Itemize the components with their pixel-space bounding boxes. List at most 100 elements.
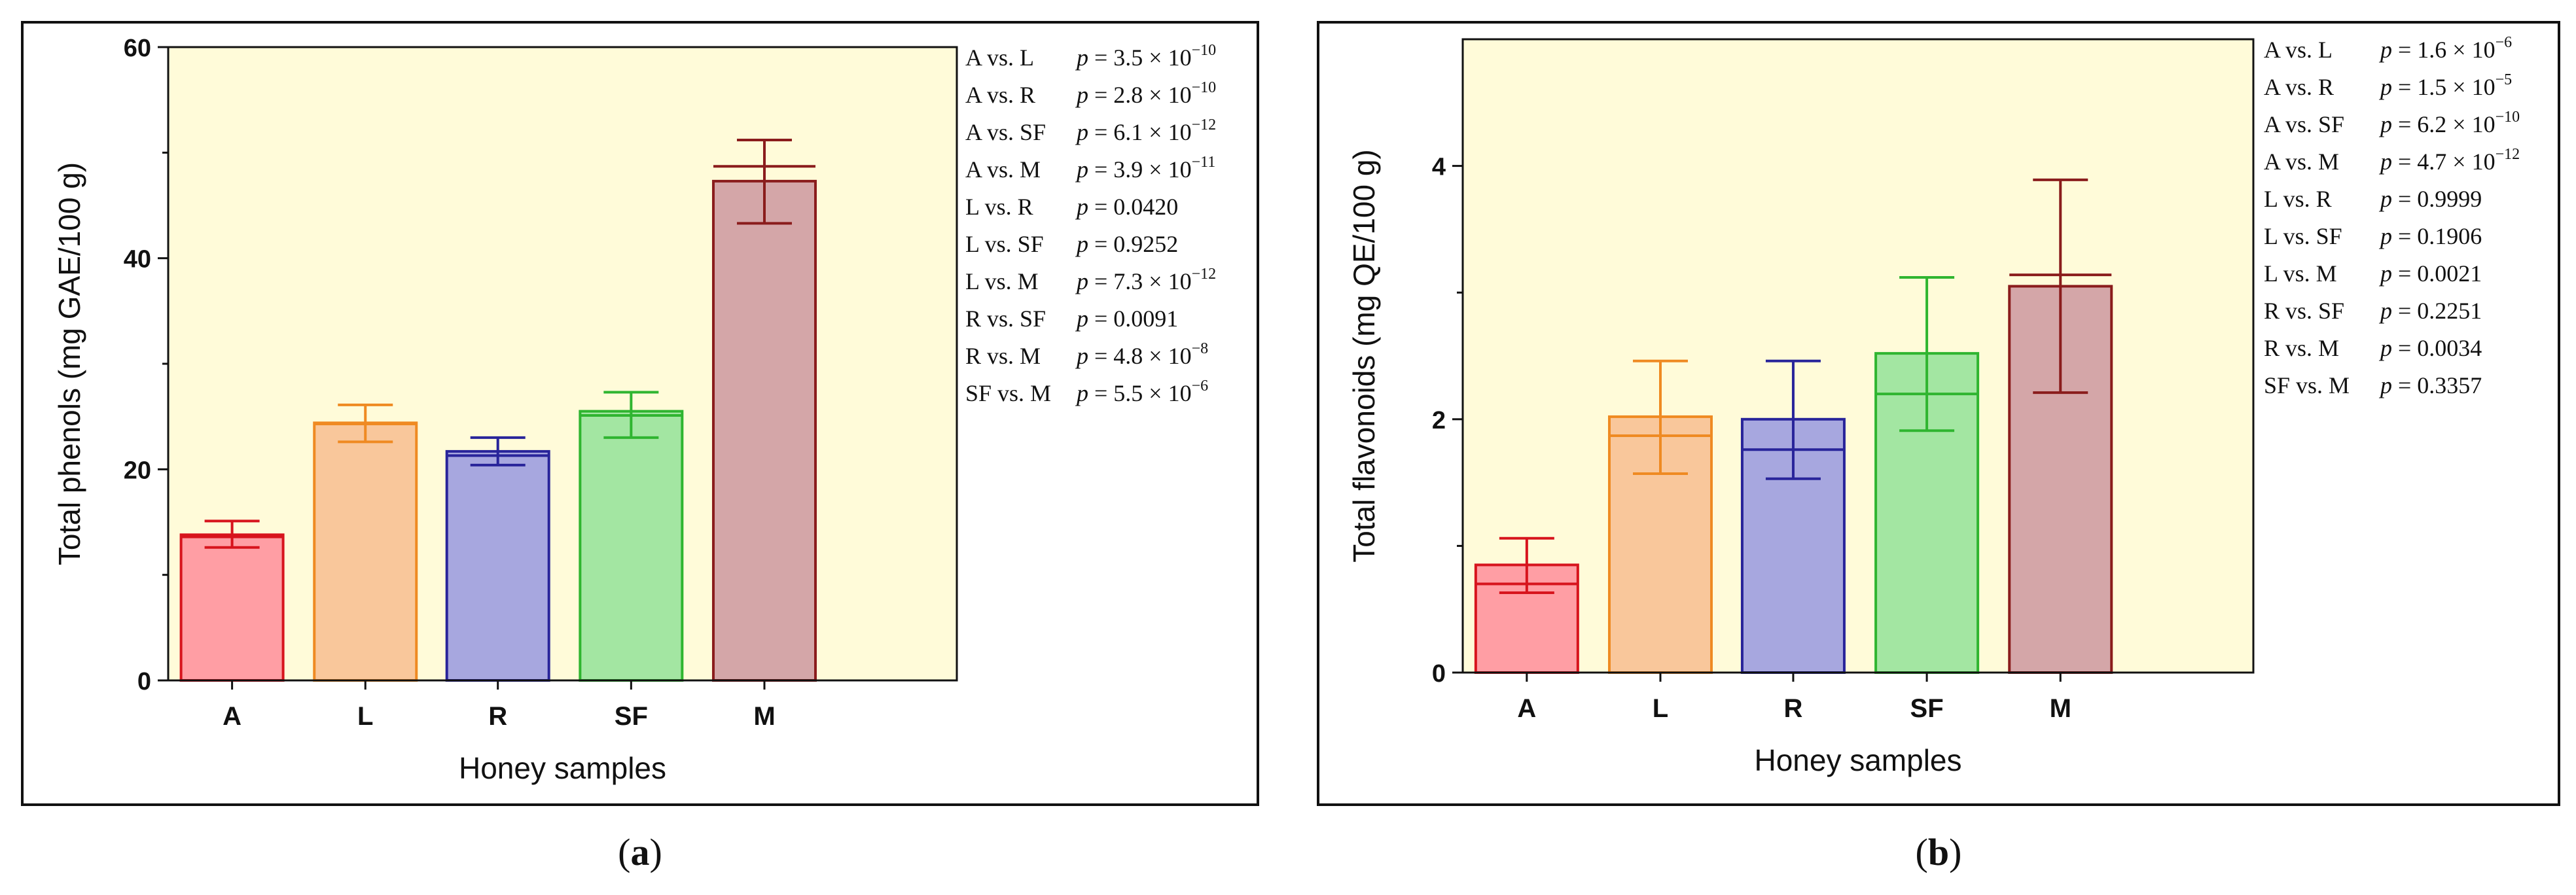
comparison-p-value: p = 0.0420	[1075, 194, 1178, 220]
panel-label-close: )	[1949, 831, 1961, 873]
comparison-pair: L vs. M	[965, 268, 1039, 294]
comparison-p-value: p = 0.1906	[2378, 223, 2482, 249]
comparison-pair: A vs. M	[965, 156, 1041, 183]
p-value-text: = 0.3357	[2392, 372, 2482, 398]
x-tick-label: A	[223, 702, 241, 731]
plot-area	[1463, 39, 2253, 673]
p-symbol: p	[1075, 194, 1088, 220]
comparison-p-value: p = 6.1 × 10−12	[1075, 116, 1216, 145]
comparison-p-value: p = 5.5 × 10−6	[1075, 377, 1208, 406]
comparison-pair: A vs. R	[965, 82, 1035, 108]
p-symbol: p	[1075, 119, 1088, 145]
plot-area	[168, 47, 957, 680]
comparison-p-value: p = 1.6 × 10−6	[2378, 34, 2512, 63]
comparison-pair: R vs. SF	[2264, 298, 2344, 324]
y-axis-label: Total flavonoids (mg QE/100 g)	[1347, 149, 1381, 563]
p-value-text: = 0.0091	[1088, 306, 1178, 332]
comparison-pair: A vs. R	[2264, 74, 2334, 100]
p-value-text: = 0.0021	[2392, 260, 2482, 287]
p-symbol: p	[1075, 306, 1088, 332]
p-value-text: = 2.8 × 10	[1088, 82, 1192, 108]
p-value-text: = 0.0420	[1088, 194, 1178, 220]
p-symbol: p	[1075, 82, 1088, 108]
p-symbol: p	[1075, 156, 1088, 183]
comparison-pair: R vs. M	[965, 343, 1041, 369]
p-value-text: = 4.7 × 10	[2392, 149, 2496, 175]
y-tick-label: 4	[1432, 154, 1446, 181]
x-tick-label: SF	[1910, 694, 1944, 723]
x-tick-label: R	[1783, 694, 1802, 723]
x-tick-label: M	[753, 702, 775, 731]
p-exponent: −11	[1192, 154, 1216, 171]
p-symbol: p	[1075, 343, 1088, 369]
bar-M	[711, 179, 817, 682]
p-symbol: p	[2378, 298, 2392, 324]
y-tick-label: 0	[1432, 660, 1446, 688]
p-exponent: −10	[1192, 42, 1217, 59]
x-axis-label: Honey samples	[1754, 743, 1961, 777]
chart-panel-a: A L R SF M 0 20 40 60 Honey samples Total phenols …	[21, 21, 1259, 873]
y-tick-label: 2	[1432, 407, 1446, 434]
bar-A	[179, 533, 285, 682]
p-value-text: = 0.2251	[2392, 298, 2482, 324]
panel-label: (a)	[618, 831, 662, 873]
comparison-pair: R vs. SF	[965, 306, 1046, 332]
p-value-text: = 6.2 × 10	[2392, 111, 2496, 137]
comparison-pair: A vs. L	[965, 44, 1034, 71]
p-exponent: −6	[1192, 377, 1209, 395]
x-axis-label: Honey samples	[459, 751, 666, 785]
p-symbol: p	[1075, 231, 1088, 257]
x-tick-label: M	[2050, 694, 2071, 723]
comparison-p-value: p = 0.3357	[2378, 372, 2482, 398]
comparison-p-value: p = 0.0091	[1075, 306, 1178, 332]
panel-label-close: )	[650, 831, 662, 873]
x-tick-label: SF	[615, 702, 648, 731]
x-tick-label: R	[488, 702, 507, 731]
p-exponent: −12	[1192, 266, 1217, 283]
panel-label-open: (	[1916, 831, 1928, 873]
p-value-text: = 5.5 × 10	[1088, 380, 1192, 406]
comparison-p-value: p = 0.9999	[2378, 186, 2482, 212]
comparison-pair: A vs. L	[2264, 37, 2333, 63]
comparison-pair: R vs. M	[2264, 335, 2339, 361]
p-symbol: p	[2378, 223, 2392, 249]
comparison-p-value: p = 1.5 × 10−5	[2378, 71, 2512, 100]
comparison-p-value: p = 3.9 × 10−11	[1075, 154, 1215, 183]
p-exponent: −5	[2496, 71, 2513, 88]
p-value-text: = 1.5 × 10	[2392, 74, 2496, 100]
comparison-p-value: p = 3.5 × 10−10	[1075, 42, 1216, 71]
p-value-text: = 0.9252	[1088, 231, 1178, 257]
p-symbol: p	[2378, 260, 2392, 287]
p-exponent: −8	[1192, 340, 1209, 357]
x-tick-label: A	[1517, 694, 1536, 723]
bar-L	[313, 421, 418, 682]
p-value-text: = 0.1906	[2392, 223, 2482, 249]
comparison-pair: SF vs. M	[2264, 372, 2350, 398]
comparison-pair: L vs. R	[2264, 186, 2332, 212]
comparison-pair: SF vs. M	[965, 380, 1051, 406]
comparison-pair: A vs. SF	[2264, 111, 2344, 137]
y-tick-label: 20	[124, 457, 151, 484]
p-exponent: −10	[2496, 109, 2520, 126]
p-value-text: = 0.9999	[2392, 186, 2482, 212]
bar-R	[445, 449, 550, 682]
comparison-p-value: p = 0.2251	[2378, 298, 2482, 324]
panel-label: (b)	[1916, 831, 1962, 873]
p-symbol: p	[1075, 268, 1088, 294]
bar-SF	[579, 410, 684, 682]
comparison-pair: A vs. M	[2264, 149, 2339, 175]
y-tick-label: 60	[124, 35, 151, 62]
p-value-text: = 3.5 × 10	[1088, 44, 1192, 71]
comparison-p-value: p = 0.0021	[2378, 260, 2482, 287]
p-value-text: = 1.6 × 10	[2392, 37, 2496, 63]
chart-panel-b: A L R SF M 0 2 4 Honey samples Total flavonoids (…	[1317, 21, 2560, 873]
p-symbol: p	[1075, 380, 1088, 406]
x-tick-label: L	[357, 702, 373, 731]
p-value-text: = 3.9 × 10	[1088, 156, 1192, 183]
p-exponent: −12	[2496, 146, 2520, 163]
comparison-p-value: p = 4.8 × 10−8	[1075, 340, 1208, 369]
y-tick-label: 40	[124, 246, 151, 273]
p-value-text: = 7.3 × 10	[1088, 268, 1192, 294]
p-symbol: p	[2378, 372, 2392, 398]
x-tick-label: L	[1653, 694, 1668, 723]
